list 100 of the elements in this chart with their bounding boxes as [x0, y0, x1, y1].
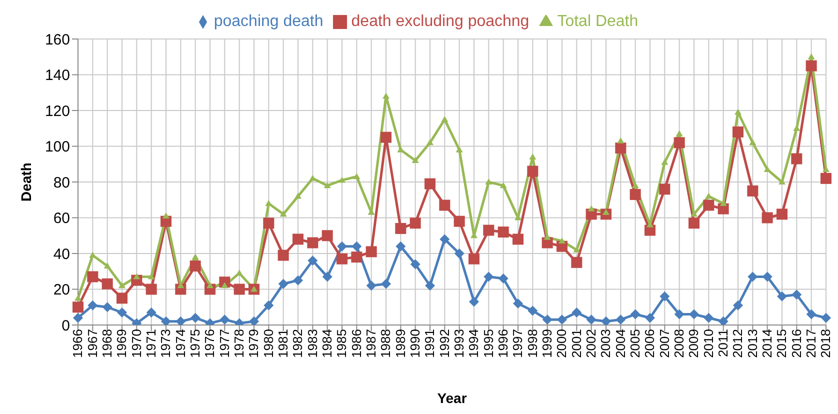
point: [278, 278, 288, 289]
point: [764, 166, 771, 172]
point: [498, 226, 509, 238]
y-tick-label: 40: [53, 246, 70, 263]
x-tick-label: 2010: [700, 329, 716, 358]
point: [148, 273, 155, 280]
point: [572, 307, 582, 318]
point: [588, 205, 595, 212]
point: [88, 300, 98, 310]
point: [146, 307, 156, 318]
point: [557, 314, 567, 325]
point: [542, 314, 552, 325]
x-tick-label: 1979: [246, 329, 262, 358]
point: [74, 294, 82, 301]
point: [366, 280, 376, 291]
x-tick-label: 1974: [172, 329, 188, 358]
point: [236, 270, 243, 276]
point: [116, 292, 128, 304]
point: [454, 216, 465, 227]
y-tick-label: 60: [53, 210, 70, 228]
point: [322, 272, 332, 282]
point: [441, 116, 448, 122]
y-tick-label: 140: [44, 67, 70, 84]
point: [512, 234, 524, 245]
x-tick-label: 2006: [642, 329, 658, 358]
point: [705, 192, 712, 199]
x-tick-label: 1994: [466, 329, 482, 358]
point: [806, 309, 816, 320]
point: [336, 253, 348, 264]
x-tick-label: 2004: [612, 329, 628, 358]
x-tick-label: 1984: [320, 329, 335, 358]
x-tick-label: 1967: [84, 329, 100, 358]
x-tick-label: 1995: [480, 329, 496, 358]
y-tick-label: 0: [62, 317, 70, 334]
point: [322, 230, 333, 242]
point: [615, 142, 626, 154]
point: [674, 137, 685, 148]
point: [469, 296, 479, 307]
x-tick-label: 1969: [114, 329, 130, 358]
point: [412, 157, 419, 164]
point: [263, 218, 274, 229]
point: [234, 284, 245, 295]
point: [381, 278, 391, 289]
x-tick-label: 1971: [144, 329, 159, 358]
x-tick-label: 2013: [744, 329, 760, 358]
x-tick-label: 2003: [598, 329, 614, 358]
point: [718, 316, 728, 325]
point: [586, 314, 596, 325]
point: [161, 316, 171, 325]
y-tick-label: 160: [44, 31, 70, 48]
point: [456, 146, 463, 152]
x-tick-label: 2012: [730, 329, 746, 358]
point: [73, 312, 83, 323]
y-tick-label: 20: [53, 282, 70, 299]
point: [454, 248, 464, 258]
point: [676, 130, 683, 136]
point: [792, 290, 802, 300]
point: [280, 210, 287, 217]
point: [776, 208, 788, 220]
point: [688, 218, 700, 229]
point: [380, 132, 392, 143]
x-tick-label: 2000: [554, 329, 570, 358]
x-tick-label: 2018: [818, 329, 834, 358]
x-tick-label: 2001: [568, 329, 584, 358]
point: [117, 307, 127, 318]
x-tick-label: 2017: [804, 329, 819, 358]
x-tick-label: 2015: [774, 329, 790, 358]
point: [747, 185, 758, 196]
point: [351, 252, 362, 263]
x-tick-label: 2011: [716, 329, 731, 357]
legend-label: poaching death: [214, 13, 324, 30]
x-tick-label: 1990: [408, 329, 423, 358]
x-tick-label: 1970: [128, 329, 144, 358]
point: [703, 200, 714, 211]
point: [102, 278, 113, 290]
point: [762, 272, 772, 282]
point: [410, 259, 420, 270]
x-tick-label: 1993: [452, 329, 467, 358]
x-tick-label: 1981: [276, 329, 291, 358]
point: [366, 246, 377, 258]
x-tick-label: 2008: [672, 329, 687, 358]
x-tick-label: 1991: [422, 329, 438, 358]
point: [206, 282, 214, 288]
point: [146, 284, 157, 295]
point: [485, 178, 492, 184]
point: [630, 309, 640, 320]
point: [87, 271, 98, 282]
point: [661, 158, 668, 165]
x-tick-label: 1973: [158, 329, 174, 358]
point: [660, 291, 670, 302]
point: [733, 300, 743, 310]
point: [425, 280, 435, 291]
point: [674, 309, 684, 320]
x-axis-title: Year: [437, 390, 468, 406]
point: [162, 212, 170, 218]
y-tick-label: 120: [44, 102, 70, 120]
x-tick-label: 1976: [202, 329, 218, 358]
x-tick-label: 2002: [584, 329, 599, 358]
x-tick-label: 2005: [628, 329, 643, 358]
point: [689, 309, 699, 320]
